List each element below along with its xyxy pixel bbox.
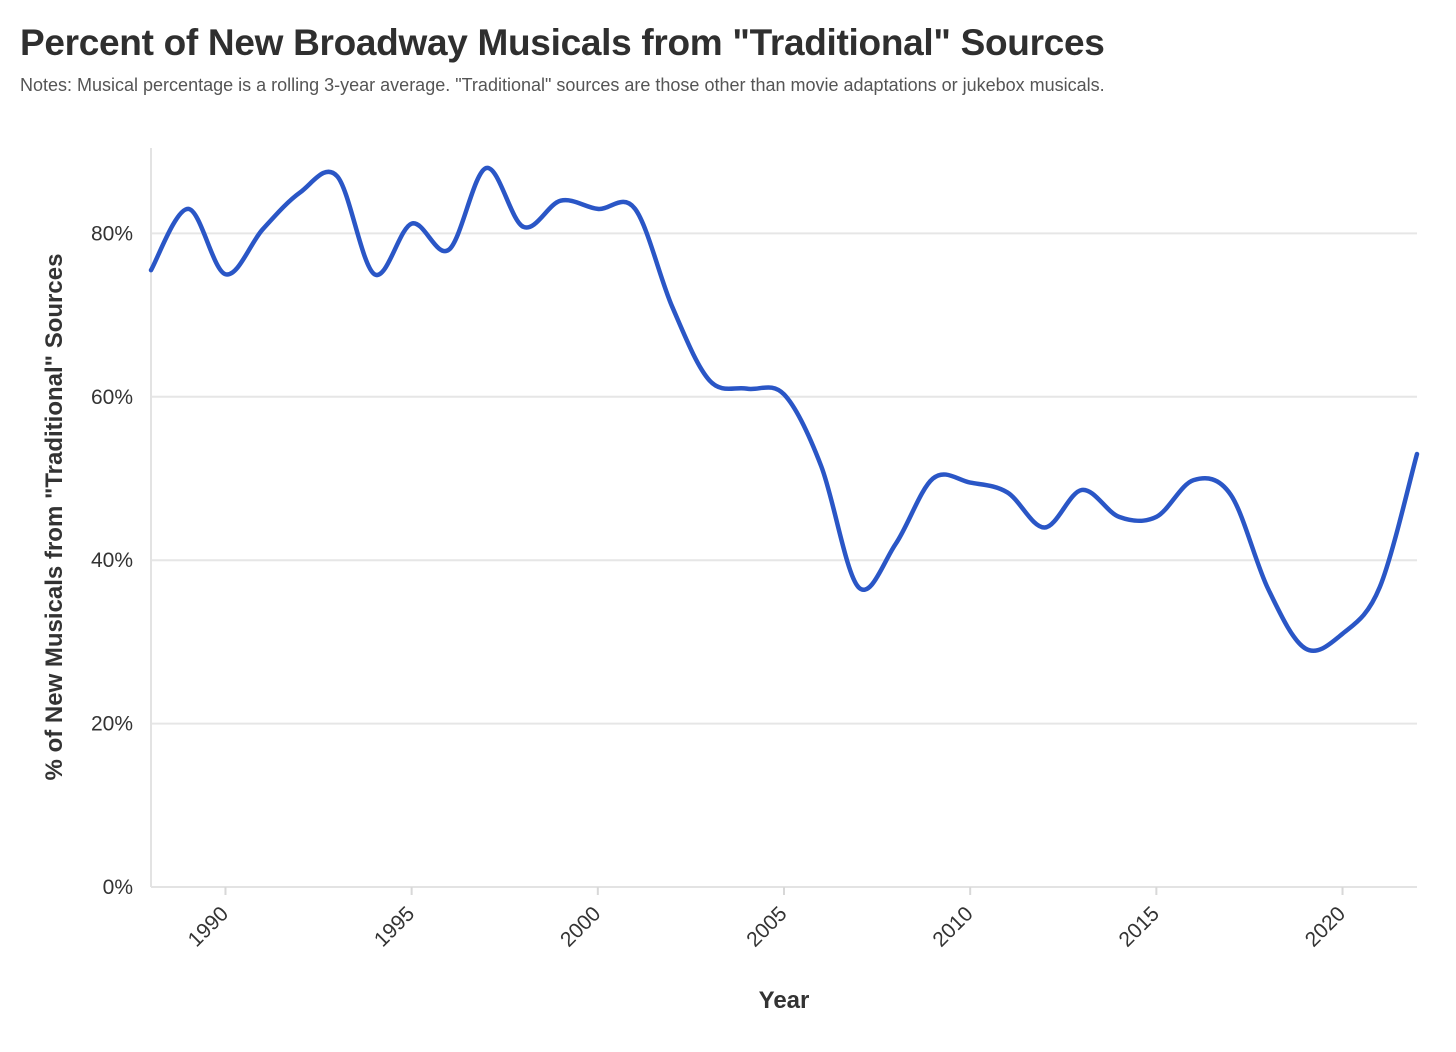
series-layer: [148, 165, 1420, 653]
data-point: [298, 191, 302, 195]
data-point: [894, 542, 898, 546]
data-point: [372, 272, 376, 276]
data-point: [856, 585, 860, 589]
data-point: [1117, 515, 1121, 519]
data-point: [596, 207, 600, 211]
grid-lines: [151, 232, 1417, 725]
data-point: [931, 477, 935, 481]
data-point: [1229, 493, 1233, 497]
data-point: [633, 207, 637, 211]
x-tick-label: 2000: [556, 902, 605, 951]
data-point: [1415, 452, 1419, 456]
series-line: [148, 165, 1420, 653]
data-point: [782, 392, 786, 396]
data-point: [223, 272, 227, 276]
y-tick-label: 0%: [103, 876, 133, 899]
axes: [150, 148, 1417, 895]
data-point: [819, 464, 823, 468]
data-point: [1341, 632, 1345, 636]
data-point: [708, 378, 712, 382]
data-point: [484, 166, 488, 170]
y-axis-title: % of New Musicals from "Traditional" Sou…: [41, 254, 68, 781]
x-tick-label: 1995: [370, 902, 419, 951]
data-point: [1043, 526, 1047, 530]
x-tick-label: 2010: [928, 902, 977, 951]
data-point: [559, 199, 563, 203]
y-tick-label: 20%: [91, 713, 133, 736]
data-point: [410, 222, 414, 226]
x-tick-label: 2015: [1115, 902, 1164, 951]
data-point: [1303, 646, 1307, 650]
y-tick-label: 60%: [91, 386, 133, 409]
data-point: [1266, 587, 1270, 591]
x-axis-title: Year: [759, 987, 810, 1014]
data-point: [335, 174, 339, 178]
y-tick-label: 40%: [91, 549, 133, 572]
data-point: [1192, 478, 1196, 482]
y-tick-label: 80%: [91, 222, 133, 245]
data-point: [521, 225, 525, 229]
data-point: [261, 227, 265, 231]
x-tick-label: 2005: [742, 902, 791, 951]
data-point: [1080, 488, 1084, 492]
data-point: [1154, 515, 1158, 519]
data-point: [670, 305, 674, 309]
x-tick-label: 2020: [1301, 902, 1350, 951]
y-tick-labels: 0% 20% 40% 60% 80%: [91, 222, 133, 899]
data-point: [745, 387, 749, 391]
chart-subtitle: Notes: Musical percentage is a rolling 3…: [20, 75, 1105, 95]
data-point: [149, 268, 153, 272]
data-point: [1378, 585, 1382, 589]
chart-title: Percent of New Broadway Musicals from "T…: [20, 22, 1105, 63]
x-tick-label: 1990: [184, 902, 233, 951]
x-tick-labels: 1990 1995 2000 2005 2010 2015 2020: [184, 902, 1350, 951]
data-point: [1005, 490, 1009, 494]
data-point: [447, 248, 451, 252]
data-point: [968, 481, 972, 485]
data-point: [186, 207, 190, 211]
